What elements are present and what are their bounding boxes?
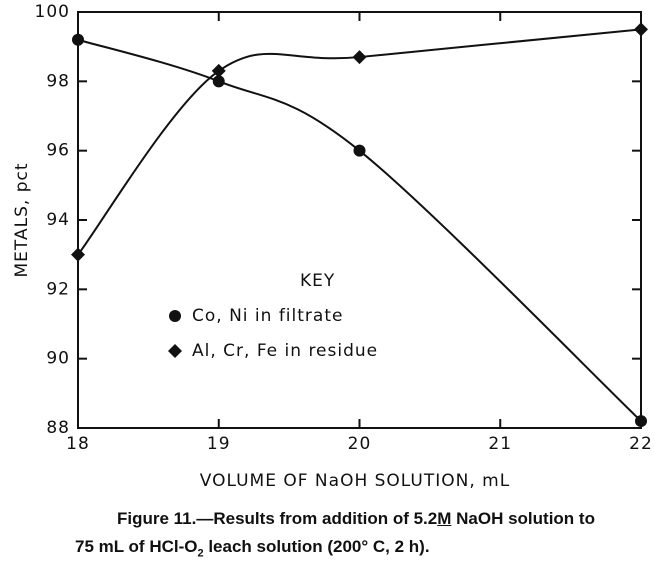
x-tick-label: 18 [66,434,90,454]
series-line [77,28,642,256]
diamond-marker [634,22,648,37]
circle-marker [353,144,366,157]
y-tick-label: 88 [46,418,70,438]
circle-marker [635,415,647,428]
legend-title: KEY [300,271,335,291]
plot-frame [77,11,642,429]
circle-marker [212,75,225,88]
x-axis-label: VOLUME OF NaOH SOLUTION, mL [200,471,510,491]
circle-marker [72,33,84,46]
x-tick-label: 20 [348,434,372,454]
y-tick-label: 96 [46,141,70,161]
caption-text: Figure 11.—Results from addition of 5.2 [117,509,438,528]
y-tick-label: 98 [46,71,70,91]
y-tick-label: 94 [46,210,70,230]
caption-line: Figure 11.—Results from addition of 5.2M… [117,509,595,529]
legend-label: Co, Ni in filtrate [192,306,343,326]
chart: KEY VOLUME OF NaOH SOLUTION, mL METALS, … [12,2,653,491]
diamond-marker [352,50,367,65]
caption-text: NaOH solution to [451,509,595,528]
y-tick-label: 90 [46,349,70,369]
diamond-marker [168,344,182,358]
x-tick-label: 19 [207,434,231,454]
caption-text: 75 mL of HCl-O [75,537,198,556]
y-tick-label: 92 [46,279,70,299]
caption-text: M [437,509,452,528]
circle-marker [169,310,181,322]
caption-text: 2 [197,547,204,560]
y-tick-label: 100 [35,2,70,22]
legend-label: Al, Cr, Fe in residue [192,341,378,361]
diamond-marker [71,247,85,262]
caption-line: 75 mL of HCl-O2 leach solution (200° C, … [75,537,430,559]
x-tick-label: 22 [629,434,653,454]
caption-text: leach solution (200° C, 2 h). [203,537,430,556]
y-axis-label: METALS, pct [12,163,32,278]
diamond-marker [211,63,226,78]
series-line [77,38,642,422]
x-tick-label: 21 [488,434,512,454]
